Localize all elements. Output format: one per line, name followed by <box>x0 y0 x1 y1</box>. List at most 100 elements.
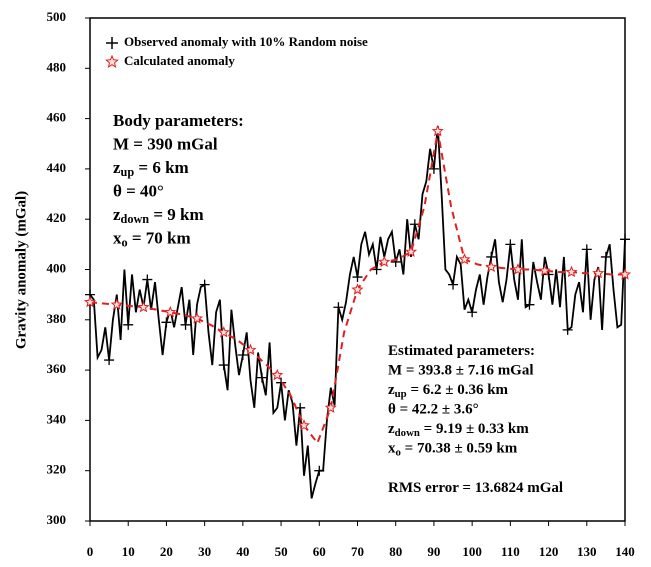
annotation-text: up <box>121 165 135 179</box>
data-point <box>511 263 525 275</box>
data-point <box>485 260 498 273</box>
x-tick-label: 40 <box>236 544 249 559</box>
data-point <box>486 251 497 262</box>
x-tick-label: 110 <box>501 544 520 559</box>
data-point <box>352 272 363 283</box>
annotation-line: xo = 70.38 ± 0.59 km <box>388 441 518 459</box>
x-tick-label: 10 <box>122 544 135 559</box>
annotation-text: = 9 km <box>149 205 204 224</box>
x-tick-label: 80 <box>389 544 402 559</box>
annotation-line: Estimated parameters: <box>388 343 535 359</box>
annotation-text: z <box>388 421 395 437</box>
annotation-text: RMS error = 13.6824 mGal <box>388 480 563 496</box>
data-point <box>199 279 210 290</box>
annotation-text: x <box>388 441 396 457</box>
annotation-text: M = 393.8 ± 7.16 mGal <box>388 363 534 379</box>
data-point <box>276 377 287 388</box>
y-tick-label: 420 <box>47 210 67 225</box>
x-tick-label: 70 <box>351 544 364 559</box>
data-point <box>562 324 573 335</box>
annotation-line: xo = 70 km <box>113 228 191 249</box>
annotation-text: Estimated parameters: <box>388 343 535 359</box>
data-point <box>351 283 364 295</box>
annotation-text: z <box>113 205 121 224</box>
annotation-text: z <box>388 382 395 398</box>
x-tick-label: 140 <box>615 544 635 559</box>
data-point <box>104 355 115 366</box>
data-point <box>428 163 439 174</box>
data-point <box>524 299 535 310</box>
x-tick-label: 120 <box>539 544 559 559</box>
annotation-text: o <box>122 235 128 249</box>
data-point <box>618 268 632 280</box>
legend-label: Calculated anomaly <box>124 53 235 68</box>
data-point <box>142 274 153 285</box>
annotation-text: = 70.38 ± 0.59 km <box>401 441 518 457</box>
annotation-text: M = 390 mGal <box>113 134 218 153</box>
annotation-text: θ = 42.2 ± 3.6° <box>388 402 479 418</box>
data-point <box>180 319 191 330</box>
y-tick-label: 400 <box>47 260 67 275</box>
annotation-line: zup = 6 km <box>113 158 189 179</box>
data-point <box>371 264 382 275</box>
annotation-text: = 9.19 ± 0.33 km <box>420 421 529 437</box>
y-tick-label: 440 <box>47 160 67 175</box>
annotation-text: down <box>395 427 420 439</box>
data-point <box>83 295 97 308</box>
data-point <box>581 244 592 255</box>
annotation-line: M = 390 mGal <box>113 134 218 153</box>
legend-label: Observed anomaly with 10% Random noise <box>124 34 368 49</box>
data-point <box>505 239 516 250</box>
y-tick-label: 340 <box>47 411 67 426</box>
data-point <box>390 256 401 267</box>
data-point <box>137 300 150 313</box>
data-point <box>565 265 578 278</box>
y-tick-label: 300 <box>47 512 67 527</box>
legend-marker <box>106 37 118 49</box>
x-tick-label: 0 <box>87 544 94 559</box>
annotation-line: zdown = 9.19 ± 0.33 km <box>388 421 529 439</box>
annotation-text: x <box>113 228 122 247</box>
data-point <box>161 317 172 328</box>
x-tick-label: 60 <box>313 544 326 559</box>
data-point <box>467 307 478 318</box>
y-tick-label: 500 <box>47 9 67 24</box>
x-tick-label: 90 <box>427 544 440 559</box>
data-point <box>256 372 267 383</box>
y-tick-label: 380 <box>47 311 67 326</box>
y-tick-label: 320 <box>47 462 67 477</box>
annotation-text: θ = 40° <box>113 181 164 200</box>
x-tick-label: 130 <box>577 544 597 559</box>
data-point <box>592 267 605 279</box>
annotation-line: M = 393.8 ± 7.16 mGal <box>388 363 534 379</box>
data-point <box>431 124 444 137</box>
legend-marker <box>105 54 119 68</box>
data-point <box>271 368 284 381</box>
x-tick-label: 50 <box>275 544 288 559</box>
y-tick-label: 460 <box>47 110 67 125</box>
annotation-text: o <box>396 447 401 459</box>
annotation-text: down <box>121 212 150 226</box>
annotation-line: zup = 6.2 ± 0.36 km <box>388 382 509 400</box>
data-point <box>164 306 177 318</box>
data-point <box>333 302 344 313</box>
annotation-text: z <box>113 158 121 177</box>
x-tick-label: 30 <box>198 544 211 559</box>
data-point <box>110 298 123 310</box>
data-point <box>297 419 311 431</box>
annotation-line: zdown = 9 km <box>113 205 204 226</box>
data-point <box>448 279 459 290</box>
y-axis-label: Gravity anomaly (mGal) <box>13 191 29 349</box>
y-tick-label: 480 <box>47 59 67 74</box>
data-point <box>190 312 204 324</box>
x-tick-label: 100 <box>462 544 482 559</box>
annotation-text: = 70 km <box>128 228 191 247</box>
data-point <box>404 245 418 257</box>
annotation-text: = 6 km <box>134 158 189 177</box>
annotation-line: RMS error = 13.6824 mGal <box>388 480 563 496</box>
annotation-text: = 6.2 ± 0.36 km <box>407 382 509 398</box>
data-point <box>314 465 325 476</box>
data-point <box>324 401 337 413</box>
data-point <box>217 326 230 338</box>
